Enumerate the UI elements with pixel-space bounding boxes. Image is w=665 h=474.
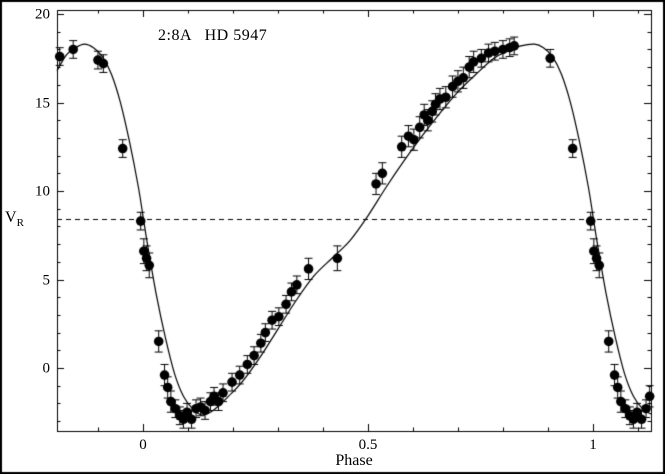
y-axis-tick-label: 10 [35,183,50,200]
y-axis-tick-label: 0 [42,360,51,377]
x-axis-tick-label: 0.5 [358,437,378,453]
y-axis-tick-label: 5 [42,272,51,289]
x-axis-tick-label: 0 [139,437,147,453]
y-axis-label-main: V [5,209,17,226]
y-axis-label: VR [5,210,24,229]
y-axis-tick-label: 20 [35,6,50,23]
y-axis-label-subscript: R [16,217,24,230]
plot-title: 2:8A HD 5947 [158,27,268,44]
x-axis-label: Phase [335,452,373,469]
y-axis-tick-label: 15 [35,95,50,112]
x-axis-tick-label: 1 [589,437,597,453]
